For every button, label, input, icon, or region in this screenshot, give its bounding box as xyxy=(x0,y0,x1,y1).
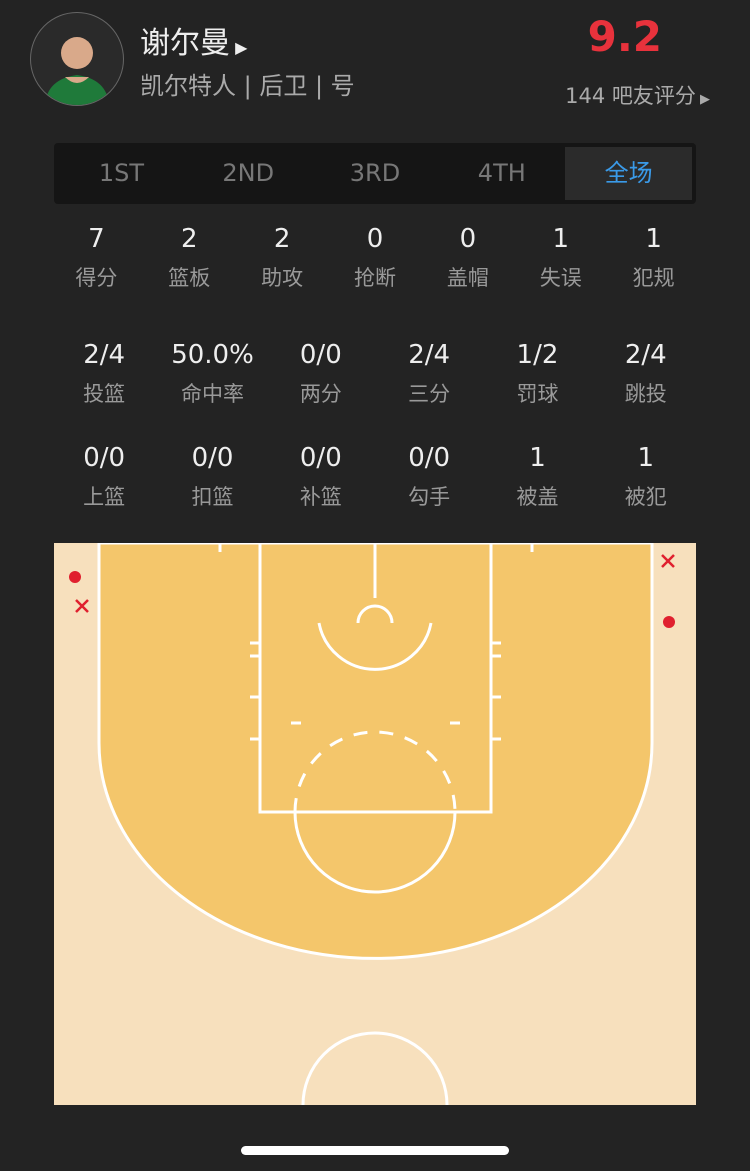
stat-cell: 2/4 跳投 xyxy=(592,340,700,408)
basic-stats-row: 7 得分 2 篮板 2 助攻 0 抢断 0 盖帽 1 失误 1 犯规 xyxy=(50,224,700,292)
missed-shot-marker[interactable] xyxy=(661,554,675,568)
stat-label: 罚球 xyxy=(516,382,559,406)
raters-count: 144 吧友评分 xyxy=(565,84,696,108)
stat-label: 跳投 xyxy=(624,382,667,406)
stat-value: 0 xyxy=(459,224,477,254)
made-shot-marker[interactable] xyxy=(69,571,81,583)
stat-cell: 0/0 上篮 xyxy=(50,443,158,511)
stat-value: 1 xyxy=(645,224,662,254)
stat-cell: 2/4 三分 xyxy=(375,340,483,408)
stat-cell: 1 被盖 xyxy=(483,443,591,511)
center-circle xyxy=(301,1031,449,1105)
stat-value: 0 xyxy=(366,224,384,254)
shot-type-stats-row: 0/0 上篮 0/0 扣篮 0/0 补篮 0/0 勾手 1 被盖 1 被犯 xyxy=(50,443,700,511)
stat-label: 犯规 xyxy=(632,266,675,290)
player-avatar[interactable] xyxy=(30,12,124,106)
stat-value: 50.0% xyxy=(171,340,254,370)
stat-label: 盖帽 xyxy=(446,266,489,290)
rating-score: 9.2 xyxy=(587,12,662,61)
paint-lane xyxy=(258,543,493,814)
player-photo xyxy=(45,37,109,105)
stat-cell: 0/0 勾手 xyxy=(375,443,483,511)
player-name: 谢尔曼 xyxy=(140,26,230,61)
player-info: 凯尔特人 | 后卫 | 号 xyxy=(140,72,355,100)
stat-cell: 0/0 补篮 xyxy=(267,443,375,511)
shooting-stats-row: 2/4 投篮 50.0% 命中率 0/0 两分 2/4 三分 1/2 罚球 2/4 跳投 xyxy=(50,340,700,408)
home-indicator[interactable] xyxy=(241,1146,509,1155)
tab-1st[interactable]: 1ST xyxy=(98,159,144,187)
tab-full-game[interactable]: 全场 xyxy=(565,147,692,200)
missed-shot-marker[interactable] xyxy=(75,599,89,613)
stat-cell: 0 盖帽 xyxy=(421,224,514,292)
stat-value: 0/0 xyxy=(83,443,126,473)
stat-cell: 2 篮板 xyxy=(143,224,236,292)
stat-value: 1 xyxy=(552,224,569,254)
stat-cell: 2 助攻 xyxy=(236,224,329,292)
stat-value: 1/2 xyxy=(516,340,559,370)
stat-label: 扣篮 xyxy=(191,485,234,509)
stat-label: 失误 xyxy=(539,266,582,290)
stat-value: 2/4 xyxy=(408,340,451,370)
hoop xyxy=(356,604,394,624)
caret-right-icon: ▶ xyxy=(230,38,248,57)
stat-cell: 7 得分 xyxy=(50,224,143,292)
stat-cell: 0/0 扣篮 xyxy=(158,443,266,511)
stat-label: 两分 xyxy=(299,382,342,406)
tab-3rd[interactable]: 3RD xyxy=(349,159,401,187)
stat-value: 0/0 xyxy=(408,443,451,473)
three-point-area xyxy=(97,543,654,960)
stat-value: 1 xyxy=(637,443,655,473)
stat-cell: 1 犯规 xyxy=(607,224,700,292)
stat-label: 篮板 xyxy=(168,266,211,290)
stat-value: 2 xyxy=(273,224,291,254)
stat-label: 命中率 xyxy=(180,382,244,406)
tab-2nd[interactable]: 2ND xyxy=(222,159,275,187)
tab-4th[interactable]: 4TH xyxy=(477,159,526,187)
raters-link[interactable]: 144 吧友评分 ▶ xyxy=(565,80,710,110)
stat-label: 助攻 xyxy=(261,266,304,290)
free-throw-circle xyxy=(293,811,457,894)
stat-cell: 50.0% 命中率 xyxy=(158,340,266,408)
stat-value: 1 xyxy=(529,443,546,473)
stat-value: 0/0 xyxy=(299,443,342,473)
stat-label: 上篮 xyxy=(83,485,126,509)
stat-cell: 2/4 投篮 xyxy=(50,340,158,408)
stat-value: 0/0 xyxy=(191,443,234,473)
stat-label: 被犯 xyxy=(624,485,667,509)
stat-cell: 1/2 罚球 xyxy=(483,340,591,408)
player-name-link[interactable]: 谢尔曼 ▶ xyxy=(140,18,247,62)
stat-cell: 0 抢断 xyxy=(329,224,422,292)
stat-label: 补篮 xyxy=(299,485,342,509)
caret-right-icon: ▶ xyxy=(695,92,710,107)
stat-cell: 0/0 两分 xyxy=(267,340,375,408)
stat-label: 得分 xyxy=(75,266,118,290)
stat-cell: 1 被犯 xyxy=(592,443,700,511)
stat-value: 2/4 xyxy=(83,340,126,370)
stat-label: 勾手 xyxy=(408,485,451,509)
stat-cell: 1 失误 xyxy=(514,224,607,292)
stat-value: 2 xyxy=(181,224,198,254)
stat-label: 被盖 xyxy=(516,485,559,509)
restricted-arc xyxy=(317,622,433,671)
stat-label: 抢断 xyxy=(354,266,396,290)
stat-value: 2/4 xyxy=(624,340,667,370)
stat-value: 0/0 xyxy=(299,340,342,370)
stat-label: 投篮 xyxy=(83,382,126,406)
stat-label: 三分 xyxy=(408,382,451,406)
stat-value: 7 xyxy=(88,224,105,254)
made-shot-marker[interactable] xyxy=(663,616,675,628)
period-tabs: 1ST 2ND 3RD 4TH 全场 xyxy=(54,143,696,204)
shot-chart-court xyxy=(54,543,696,1105)
